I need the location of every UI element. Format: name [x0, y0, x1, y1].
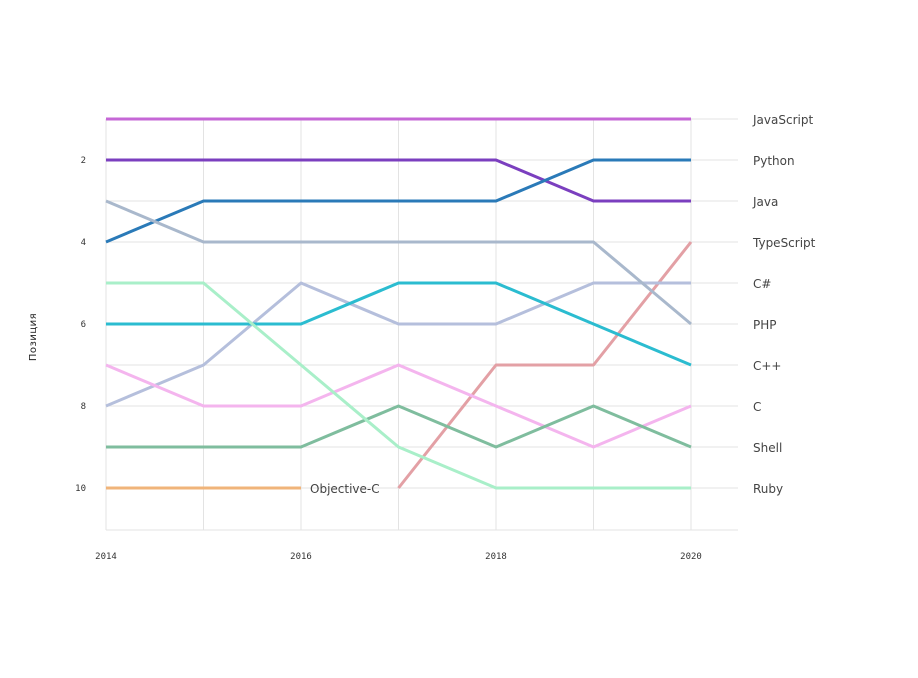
series-end-label: TypeScript	[752, 236, 816, 250]
series-end-label: Shell	[753, 441, 782, 455]
series-line-c-	[105, 281, 691, 408]
x-tick-label: 2014	[95, 552, 117, 562]
series-line-c	[105, 363, 692, 449]
series-line-php	[105, 199, 692, 326]
x-tick-label: 2016	[290, 552, 312, 562]
y-tick-label: 2	[81, 156, 86, 166]
series-lines	[105, 117, 693, 490]
series-inline-label: Objective-C	[310, 482, 380, 496]
series-end-label: C	[753, 400, 761, 414]
series-line-ruby	[106, 281, 691, 490]
series-labels: JavaScript Python Java TypeScript C# PHP C++ C S…	[310, 113, 816, 496]
y-tick-label: 10	[75, 484, 86, 494]
series-end-label: Java	[752, 195, 778, 209]
axis-ticks: 2 4 6 8 10 2014 2016 2018 2020	[75, 156, 702, 562]
y-axis-title: Позиция	[28, 313, 39, 361]
series-end-label: Python	[753, 154, 795, 168]
series-end-label: Ruby	[753, 482, 783, 496]
series-line-shell	[106, 404, 692, 449]
series-end-label: C#	[753, 277, 771, 291]
y-tick-label: 6	[81, 320, 86, 330]
series-line-c-	[106, 281, 692, 367]
x-tick-label: 2018	[485, 552, 507, 562]
x-tick-label: 2020	[680, 552, 702, 562]
series-end-label: JavaScript	[752, 113, 813, 127]
series-end-label: PHP	[753, 318, 777, 332]
series-end-label: C++	[753, 359, 782, 373]
y-tick-label: 4	[81, 238, 86, 248]
y-tick-label: 8	[81, 402, 86, 412]
series-line-python	[106, 158, 691, 203]
series-line-java	[105, 158, 691, 244]
